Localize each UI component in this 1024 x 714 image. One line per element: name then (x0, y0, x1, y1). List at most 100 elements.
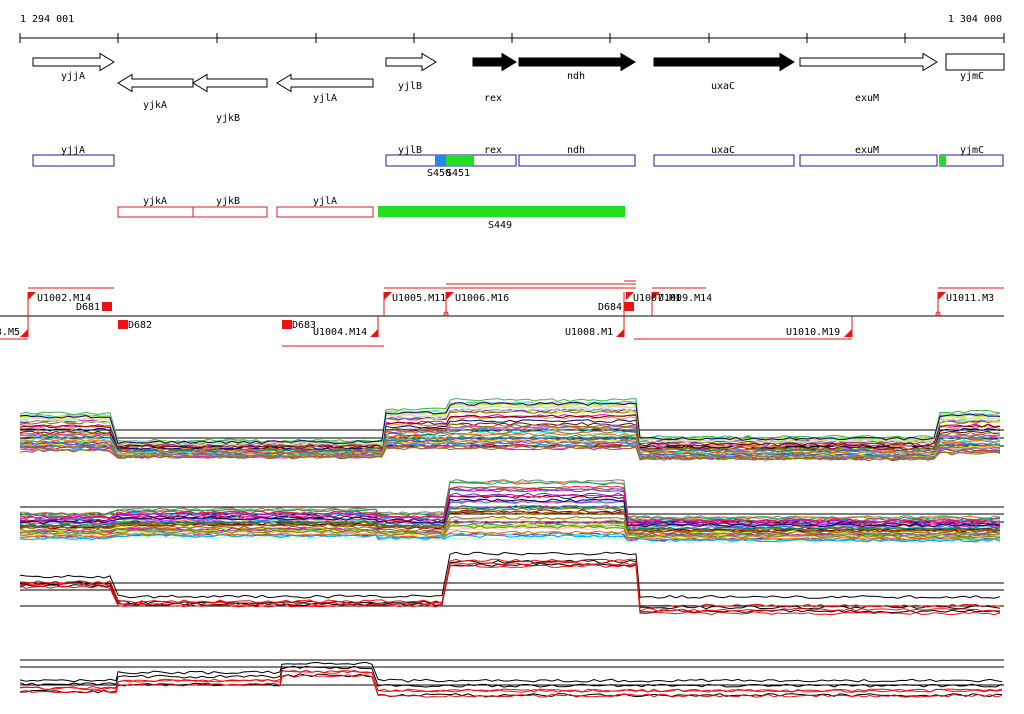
expression-profile-line (19, 661, 1003, 683)
feature-flag[interactable] (370, 329, 378, 337)
gene-arrow[interactable] (117, 73, 194, 93)
annotation-label: rex (484, 145, 502, 156)
feature-label: D683 (292, 320, 316, 331)
feature-label: D681 (76, 302, 100, 313)
gene-track: yjjA yjkA yjkB yjlA yjlB rex ndh uxaC (32, 52, 1005, 125)
feature-flag[interactable] (446, 292, 454, 300)
expression-profile-line (19, 530, 1001, 541)
feature-flag[interactable] (20, 329, 28, 337)
expression-track-4[interactable] (19, 659, 1004, 698)
feature-label: U1008.M1 (565, 327, 613, 338)
annotation-box[interactable] (276, 206, 374, 218)
gene-exuM[interactable]: exuM (799, 52, 938, 105)
gene-uxaC[interactable]: uxaC (653, 52, 795, 93)
gene-label: ndh (567, 71, 585, 82)
expression-profile-line (19, 498, 1001, 528)
feature-flag[interactable] (652, 292, 660, 300)
expression-profile-line (19, 561, 1001, 612)
gene-arrow[interactable] (653, 52, 795, 72)
gene-arrow[interactable] (472, 52, 517, 72)
gene-arrow[interactable] (192, 73, 268, 93)
annotation-box[interactable] (799, 154, 938, 167)
gene-label: rex (484, 93, 502, 104)
gene-arrow[interactable] (32, 52, 115, 72)
expression-profile-line (19, 520, 1001, 537)
expression-profile-line (19, 511, 1001, 533)
segment-s451[interactable] (446, 155, 473, 166)
gene-yjmC[interactable]: yjmC (945, 53, 1005, 82)
annotation-box[interactable] (518, 154, 636, 167)
feature-label: U1011.M3 (946, 293, 994, 304)
gene-yjkB[interactable]: yjkB (192, 73, 268, 125)
feature-flag[interactable] (616, 329, 624, 337)
gene-label: yjjA (61, 71, 85, 82)
gene-yjlB[interactable]: yjlB (385, 52, 437, 93)
feature-label: U1003.M5 (0, 327, 20, 338)
gene-yjkA[interactable]: yjkA (117, 73, 194, 112)
expression-profile-line (19, 515, 1001, 535)
annotation-label: yjmC (960, 145, 984, 156)
expression-profile-line (19, 401, 1001, 445)
feature-flag[interactable] (384, 292, 392, 300)
expression-profile-line (19, 669, 1003, 693)
gene-ndh[interactable]: ndh (518, 52, 636, 83)
feature-flag[interactable] (626, 292, 634, 300)
deletion-block[interactable] (624, 302, 634, 311)
gene-label: yjkA (143, 100, 167, 111)
gene-yjjA[interactable]: yjjA (32, 52, 115, 83)
gene-arrow[interactable] (799, 52, 938, 72)
feature-label: U1007.M1 (633, 293, 681, 304)
feature-label: U1009.M14 (658, 293, 712, 304)
annotation-label: uxaC (711, 145, 735, 156)
deletion-block[interactable] (118, 320, 128, 329)
annotation-box[interactable] (117, 206, 194, 218)
gene-yjlA[interactable]: yjlA (276, 73, 374, 105)
gene-label: yjmC (960, 71, 984, 82)
gene-label: yjlB (398, 81, 422, 92)
expression-profile-line (19, 665, 1003, 688)
expression-profile-line (19, 444, 1001, 461)
segment-small[interactable] (940, 155, 946, 166)
expression-track-3[interactable] (19, 551, 1004, 616)
expression-profile-line (19, 439, 1001, 459)
feature-flag[interactable] (844, 329, 852, 337)
junction-dot (443, 311, 449, 317)
gene-arrow[interactable] (945, 53, 1005, 71)
gene-label: uxaC (711, 81, 735, 92)
expression-profile-line (19, 564, 1001, 616)
feature-label: U1004.M14 (313, 327, 367, 338)
annotation-box[interactable] (192, 206, 268, 218)
feature-label: D682 (128, 320, 152, 331)
gene-arrow[interactable] (518, 52, 636, 72)
segment-s449[interactable] (378, 206, 625, 217)
deletion-block[interactable] (102, 302, 112, 311)
expression-profile-line (19, 488, 1001, 524)
segment-label: S450 (427, 168, 451, 179)
annotation-label: ndh (567, 145, 585, 156)
annotation-box[interactable] (32, 154, 115, 167)
feature-label: U1010.M19 (786, 327, 840, 338)
expression-track-2[interactable] (19, 479, 1004, 544)
deletion-block[interactable] (282, 320, 292, 329)
feature-label: U1002.M14 (37, 293, 91, 304)
gene-arrow[interactable] (276, 73, 374, 93)
annotation-box[interactable] (939, 154, 1004, 167)
feature-flag[interactable] (938, 292, 946, 300)
gene-label: yjlA (313, 93, 337, 104)
expression-panels (19, 397, 1004, 698)
expression-profile-line (19, 432, 1001, 455)
segment-s450[interactable] (435, 155, 446, 166)
annotation-label: exuM (855, 145, 879, 156)
annotation-box[interactable] (653, 154, 795, 167)
feature-label: U1006.M16 (455, 293, 509, 304)
feature-label: D684 (598, 302, 622, 313)
gene-rex[interactable]: rex (472, 52, 517, 105)
expression-track-1[interactable] (19, 397, 1004, 462)
expression-profile-line (19, 423, 1001, 452)
gene-arrow[interactable] (385, 52, 437, 72)
expression-profile-line (19, 504, 1001, 530)
expression-profile-line (19, 535, 1001, 544)
reverse-annotation-track: yjkA yjkB yjlA S449 (117, 196, 625, 231)
gene-label: exuM (855, 93, 879, 104)
feature-flag[interactable] (28, 292, 36, 300)
